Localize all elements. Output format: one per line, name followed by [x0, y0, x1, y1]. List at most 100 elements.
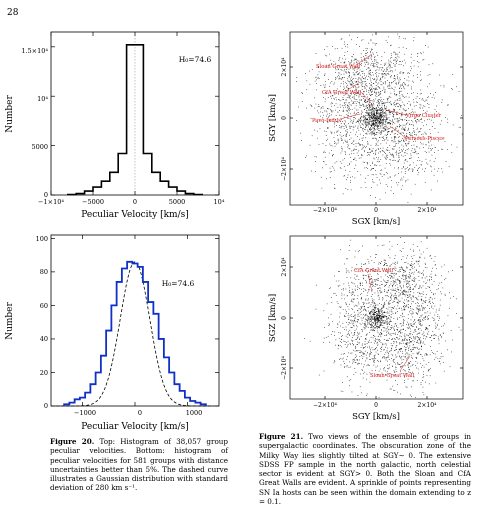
scatter-point: [391, 82, 392, 84]
scatter-point: [370, 121, 372, 122]
scatter-point: [436, 289, 438, 290]
scatter-point: [415, 284, 417, 286]
scatter-point: [402, 292, 403, 293]
scatter-point: [412, 349, 414, 350]
scatter-point: [353, 73, 355, 75]
scatter-point: [424, 338, 426, 340]
scatter-point: [357, 295, 359, 297]
scatter-point: [421, 79, 422, 81]
scatter-point: [338, 72, 339, 74]
scatter-point: [408, 362, 409, 364]
scatter-point: [388, 303, 390, 305]
scatter-point: [344, 62, 346, 64]
scatter-point: [350, 93, 352, 95]
scatter-point: [355, 105, 357, 107]
scatter-point: [384, 323, 386, 324]
scatter-point: [414, 338, 416, 339]
scatter-point: [376, 116, 378, 118]
scatter-point: [380, 109, 382, 110]
scatter-point: [390, 45, 391, 47]
scatter-point: [354, 304, 356, 306]
scatter-point: [376, 76, 377, 77]
scatter-point: [359, 104, 361, 106]
scatter-point: [419, 328, 421, 329]
scatter-point: [417, 66, 419, 68]
scatter-point: [371, 61, 373, 62]
scatter-point: [380, 348, 381, 349]
scatter-point: [383, 73, 385, 74]
scatter-point: [334, 360, 335, 362]
scatter-point: [369, 313, 370, 314]
scatter-point: [422, 294, 424, 295]
scatter-point: [434, 338, 435, 339]
scatter-point: [391, 345, 393, 346]
scatter-point: [405, 124, 407, 125]
scatter-point: [376, 72, 378, 73]
scatter-point: [340, 126, 342, 128]
scatter-point: [424, 354, 426, 356]
scatter-point: [366, 85, 368, 87]
scatter-point: [369, 312, 371, 314]
scatter-point: [398, 289, 400, 291]
scatter-point: [373, 309, 374, 310]
scatter-point: [396, 99, 398, 100]
scatter-point: [421, 324, 423, 326]
scatter-point: [377, 113, 378, 114]
scatter-point: [366, 365, 368, 367]
scatter-point: [378, 99, 380, 100]
scatter-point: [386, 280, 388, 281]
scatter-point: [345, 303, 347, 305]
scatter-point: [345, 288, 347, 290]
scatter-point: [374, 280, 376, 282]
scatter-point: [409, 372, 411, 373]
scatter-point: [370, 317, 372, 319]
scatter-point: [378, 121, 380, 123]
scatter-point: [387, 265, 388, 266]
scatter-point: [378, 320, 379, 322]
scatter-point: [311, 69, 313, 70]
scatter-point: [360, 314, 362, 316]
scatter-point: [380, 64, 382, 65]
scatter-point: [360, 80, 362, 82]
scatter-point: [427, 279, 428, 281]
scatter-point: [391, 327, 392, 329]
scatter-point: [356, 305, 358, 307]
scatter-point: [393, 148, 395, 150]
scatter-point: [398, 299, 400, 301]
scatter-point: [364, 122, 366, 124]
scatter-point: [336, 301, 338, 303]
scatter-point: [333, 60, 335, 62]
scatter-point: [381, 310, 382, 312]
scatter-point: [357, 310, 358, 311]
scatter-point: [422, 136, 424, 137]
scatter-point: [404, 309, 406, 310]
scatter-point: [414, 139, 415, 140]
scatter-point: [430, 148, 431, 149]
scatter-point: [376, 284, 378, 285]
scatter-point: [379, 173, 381, 174]
scatter-point: [355, 317, 356, 319]
scatter-point: [335, 103, 337, 105]
scatter-point: [365, 123, 366, 125]
scatter-point: [311, 135, 313, 137]
scatter-point: [381, 109, 383, 111]
scatter-point: [338, 306, 340, 308]
scatter-point: [353, 68, 355, 70]
scatter-point: [369, 283, 370, 284]
scatter-point: [370, 52, 371, 54]
scatter-point: [339, 284, 341, 286]
scatter-point: [385, 155, 387, 157]
scatter-point: [354, 81, 356, 83]
scatter-point: [430, 119, 432, 121]
scatter-point: [400, 315, 402, 316]
scatter-point: [418, 320, 420, 321]
scatter-point: [398, 364, 400, 365]
scatter-point: [418, 295, 420, 297]
scatter-point: [380, 351, 382, 352]
scatter-point: [345, 141, 346, 143]
scatter-point: [349, 148, 351, 150]
scatter-point: [323, 161, 324, 162]
scatter-point: [316, 83, 317, 84]
scatter-point: [347, 110, 348, 112]
scatter-point: [343, 289, 344, 291]
